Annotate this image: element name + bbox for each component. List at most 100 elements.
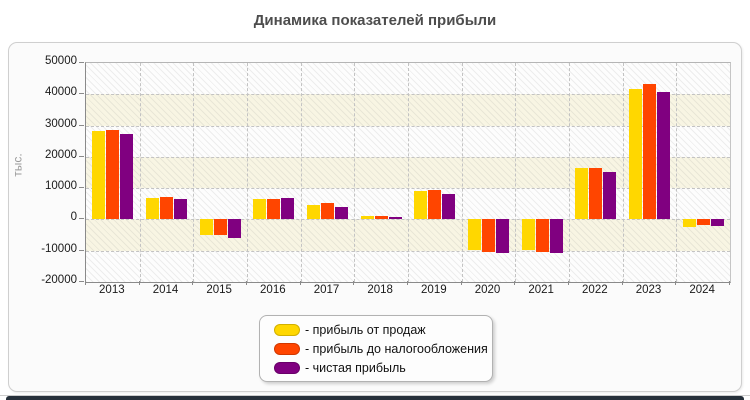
gridline-vertical [300,63,302,282]
bar-2023-series2 [643,84,656,220]
bar-2021-series2 [535,219,549,252]
bar-2015-series2 [213,219,227,235]
bar-2017-series2 [321,203,334,220]
legend-item-sales: - прибыль от продаж [274,322,492,337]
bar-2020-series3 [496,219,509,253]
plot-area [85,62,731,283]
y-tick-mark [79,93,84,95]
gridline-vertical [247,63,248,282]
x-tick-label: 2020 [474,284,501,296]
bar-2022-series3 [603,172,617,220]
x-tick-mark [514,281,516,285]
x-tick-label: 2021 [528,284,554,296]
bar-2024-series3 [710,219,724,227]
bar-2016-series1 [253,199,267,220]
bar-2020-series2 [482,219,495,252]
bar-2022-series1 [575,168,589,220]
legend-box: - прибыль от продаж - прибыль до налогоо… [259,315,493,382]
x-tick-mark [192,281,194,285]
x-tick-mark [729,281,730,285]
y-tick-label: 20000 [45,148,77,161]
y-tick-label: 40000 [45,86,77,99]
bar-2016-series2 [267,199,281,220]
bar-2018-series1 [360,216,374,220]
chart-title: Динамика показателей прибыли [253,12,497,29]
legend-label: - прибыль от продаж [305,322,426,337]
bar-2024-series1 [682,219,696,227]
bar-2020-series1 [468,219,481,251]
bar-2021-series3 [549,219,563,253]
x-tick-mark [621,281,623,285]
legend-swatch-purple [274,361,300,374]
bar-2013-series3 [120,133,134,220]
bar-2019-series2 [428,190,442,220]
y-tick-label: 0 [70,211,77,224]
bar-2014-series2 [160,196,173,220]
x-tick-label: 2015 [206,284,232,296]
gridline-vertical [408,63,409,282]
bar-2018-series3 [388,216,402,220]
y-tick-label: 50000 [45,55,77,67]
footer-divider [0,395,750,396]
gridline-vertical [622,63,624,282]
bar-2017-series3 [335,206,348,220]
legend-swatch-orange [274,342,300,355]
y-tick-mark [79,124,84,126]
bar-2023-series3 [657,92,670,220]
x-tick-mark [299,281,301,285]
footer-table-edge [6,396,744,400]
x-tick-mark [568,281,569,285]
x-tick-label: 2018 [367,284,393,296]
bar-2023-series1 [629,89,642,220]
y-tick-mark [79,62,84,63]
x-tick-mark [460,281,462,285]
x-tick-mark [675,281,677,285]
legend-label: - чистая прибыль [305,360,406,375]
bar-2018-series2 [374,215,388,220]
y-axis-label: тыс. [10,153,25,177]
gridline-vertical [139,63,141,282]
gridline-vertical [515,63,517,282]
bar-2016-series3 [281,198,295,220]
y-tick-label: -10000 [41,242,77,255]
y-tick-label: 30000 [45,117,77,130]
x-tick-label: 2014 [152,284,179,296]
gridline-vertical [354,63,356,282]
bar-2024-series2 [696,219,710,225]
x-tick-mark [407,281,408,285]
x-tick-label: 2023 [635,284,662,296]
x-tick-mark [85,281,86,285]
x-tick-mark [353,281,355,285]
gridline-vertical [461,63,463,282]
bar-2019-series1 [414,190,428,220]
y-tick-mark [79,218,84,220]
x-tick-label: 2019 [421,284,447,296]
x-tick-mark [138,281,140,285]
y-tick-label: 10000 [45,180,77,193]
x-tick-mark [246,281,247,285]
bar-2015-series3 [227,219,241,238]
legend-label: - прибыль до налогообложения [305,341,488,356]
bar-2021-series1 [521,219,535,251]
bar-2013-series2 [106,130,120,220]
bar-2013-series1 [92,131,106,220]
x-tick-label: 2013 [99,284,125,296]
x-tick-label: 2016 [260,284,286,296]
bar-2017-series1 [307,205,320,220]
y-tick-mark [79,155,84,157]
x-tick-label: 2024 [689,284,715,296]
gridline-vertical [676,63,678,282]
y-tick-label: -20000 [41,274,77,286]
gridline-vertical [193,63,195,282]
y-tick-mark [79,249,84,251]
legend-swatch-yellow [274,323,300,336]
bar-2022-series2 [589,168,603,220]
y-tick-mark [79,281,84,282]
legend-item-pretax: - прибыль до налогообложения [274,341,492,356]
bar-2015-series1 [199,219,213,236]
bar-2014-series3 [174,199,187,220]
x-tick-label: 2022 [582,284,608,296]
x-tick-label: 2017 [313,284,340,296]
y-tick-mark [79,187,84,189]
